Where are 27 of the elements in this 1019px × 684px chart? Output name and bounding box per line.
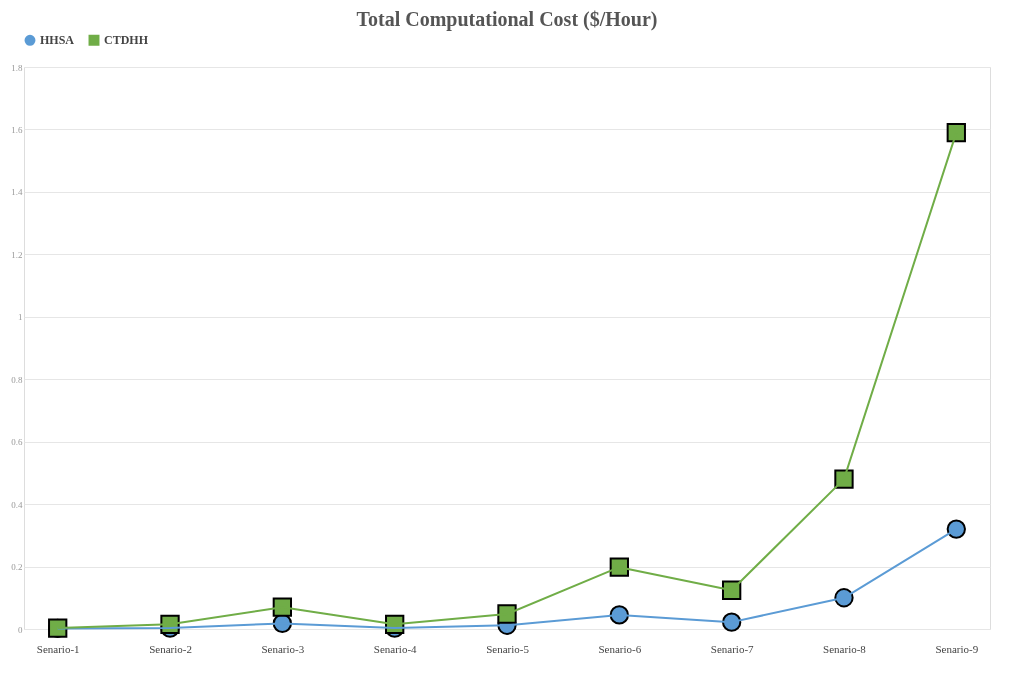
y-tick-label: 1.4 bbox=[11, 187, 23, 198]
legend-label: HHSA bbox=[40, 33, 75, 48]
point bbox=[272, 597, 293, 617]
y-tick-label: 0.2 bbox=[11, 562, 23, 573]
x-tick-label: Senario-8 bbox=[823, 642, 867, 655]
x-tick-label: Senario-6 bbox=[598, 642, 642, 655]
point bbox=[834, 469, 854, 489]
y-tick-label: 1.6 bbox=[11, 124, 23, 135]
y-tick-label: 1.2 bbox=[11, 249, 23, 260]
y-tick-label: 1 bbox=[18, 312, 23, 323]
y-tick-label: 0.4 bbox=[11, 499, 23, 510]
point bbox=[946, 519, 966, 539]
chart-title: Total Computational Cost ($/Hour) bbox=[356, 8, 658, 31]
y-tick-label: 0.6 bbox=[11, 437, 23, 448]
x-tick-label: Senario-1 bbox=[36, 642, 80, 655]
x-tick-label: Senario-3 bbox=[261, 642, 305, 655]
point bbox=[497, 604, 517, 624]
x-tick-label: Senario-7 bbox=[710, 642, 755, 655]
point bbox=[946, 122, 966, 143]
legend-label: CTDHH bbox=[104, 33, 149, 48]
x-tick-label: Senario-2 bbox=[149, 642, 192, 655]
y-tick-label: 0.8 bbox=[11, 374, 23, 385]
y-tick-label: 0 bbox=[18, 624, 23, 635]
x-tick-label: Senario-4 bbox=[373, 642, 418, 655]
x-tick-label: Senario-9 bbox=[935, 642, 979, 655]
x-tick-label: Senario-5 bbox=[486, 642, 530, 655]
y-tick-label: 1.8 bbox=[11, 62, 23, 73]
